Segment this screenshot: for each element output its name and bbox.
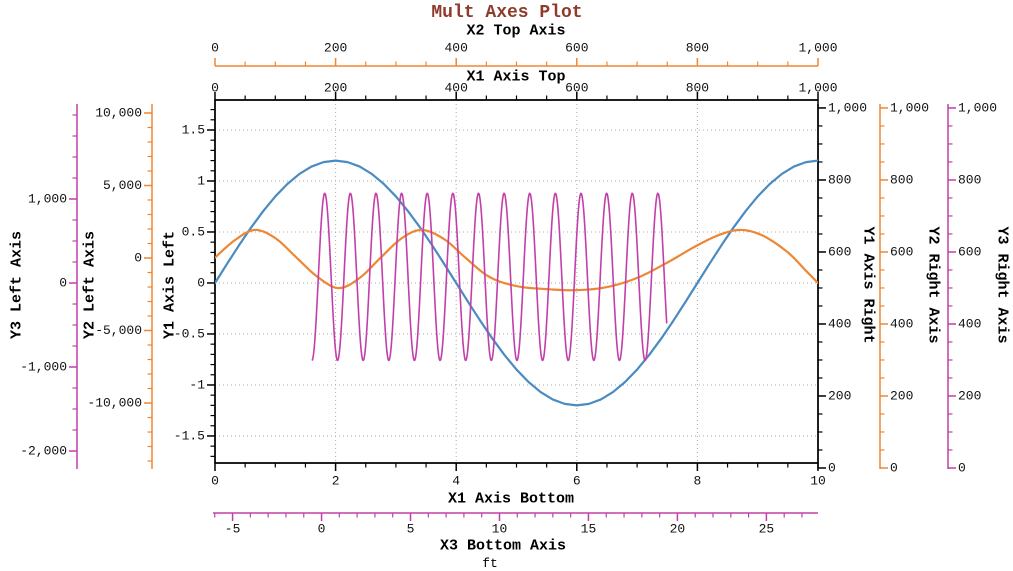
x2-top-tick-label: 800 xyxy=(686,41,709,56)
y1-right-axis-title: Y1 Axis Right xyxy=(859,226,877,344)
y2-right-tick-label: 200 xyxy=(890,388,913,403)
y2-left-tick-label: 0 xyxy=(134,251,142,266)
y1-right-tick-label: 200 xyxy=(828,388,851,403)
y1-left-tick-label: 1.5 xyxy=(182,122,205,137)
y1-left-tick-label: -1 xyxy=(189,377,205,392)
x3-bottom-tick-label: 10 xyxy=(492,522,508,537)
x3-bottom-tick-label: 20 xyxy=(670,522,686,537)
x3-bottom-tick-label: 15 xyxy=(581,522,597,537)
x2-top-tick-label: 1,000 xyxy=(798,41,837,56)
y2-right-tick-label: 0 xyxy=(890,460,898,475)
y3-right-tick-label: 600 xyxy=(958,244,981,259)
y1-left-tick-label: 0.5 xyxy=(182,224,205,239)
x1-top-axis-title: X1 Axis Top xyxy=(466,68,566,86)
x1-top-tick-label: 400 xyxy=(444,81,467,96)
y3-right-tick-label: 1,000 xyxy=(958,100,997,115)
y2-left-tick-label: 10,000 xyxy=(95,105,142,120)
y3-left-tick-label: -2,000 xyxy=(20,444,67,459)
y3-right-tick-label: 400 xyxy=(958,316,981,331)
x1-bottom-tick-label: 2 xyxy=(332,474,340,489)
x3-bottom-tick-label: 0 xyxy=(318,522,326,537)
y2-series-curve xyxy=(215,228,818,292)
x1-bottom-tick-label: 10 xyxy=(810,474,826,489)
x1-top-tick-label: 200 xyxy=(324,81,347,96)
y2-left-tick-label: 5,000 xyxy=(103,178,142,193)
y2-left-tick-label: -5,000 xyxy=(95,323,142,338)
y1-right-tick-label: 1,000 xyxy=(828,100,867,115)
y2-right-tick-label: 800 xyxy=(890,172,913,187)
y3-series-curve xyxy=(311,192,668,362)
y3-left-tick-label: 1,000 xyxy=(28,192,67,207)
x1-bottom-axis-title: X1 Axis Bottom xyxy=(447,490,575,508)
y2-left-axis-title: Y2 Left Axis xyxy=(81,230,99,340)
y1-right-tick-label: 600 xyxy=(828,244,851,259)
x2-top-tick-label: 600 xyxy=(565,41,588,56)
y3-left-tick-label: 0 xyxy=(59,276,67,291)
y2-right-tick-label: 400 xyxy=(890,316,913,331)
y2-left-tick-label: -10,000 xyxy=(87,396,142,411)
x1-bottom-tick-label: 0 xyxy=(211,474,219,489)
plot-frame xyxy=(214,99,819,464)
y1-right-tick-label: 400 xyxy=(828,316,851,331)
x2-top-tick-label: 200 xyxy=(324,41,347,56)
y1-right-tick-label: 800 xyxy=(828,172,851,187)
x3-bottom-tick-label: 5 xyxy=(407,522,415,537)
x1-top-tick-label: 800 xyxy=(686,81,709,96)
x2-top-tick-label: 400 xyxy=(444,41,467,56)
y3-right-tick-label: 800 xyxy=(958,172,981,187)
y3-right-tick-label: 200 xyxy=(958,388,981,403)
chart-title: Mult Axes Plot xyxy=(431,3,583,23)
y1-left-tick-label: -0.5 xyxy=(174,326,205,341)
y1-left-tick-label: -1.5 xyxy=(174,428,205,443)
y3-left-tick-label: -1,000 xyxy=(20,360,67,375)
y3-right-axis-title: Y3 Right Axis xyxy=(993,226,1011,344)
x1-bottom-tick-label: 8 xyxy=(693,474,701,489)
clipped-bottom-label: ft xyxy=(482,556,498,571)
x3-bottom-axis-title: X3 Bottom Axis xyxy=(439,537,567,555)
y1-left-tick-label: 0 xyxy=(197,275,205,290)
y1-right-tick-label: 0 xyxy=(828,460,836,475)
x3-bottom-tick-label: 25 xyxy=(759,522,775,537)
x3-bottom-tick-label: -5 xyxy=(225,522,241,537)
x1-top-tick-label: 0 xyxy=(211,81,219,96)
y3-right-tick-label: 0 xyxy=(958,460,966,475)
x1-bottom-tick-label: 6 xyxy=(573,474,581,489)
y2-right-tick-label: 1,000 xyxy=(890,100,929,115)
x1-top-tick-label: 600 xyxy=(565,81,588,96)
x2-top-axis-title: X2 Top Axis xyxy=(466,22,566,40)
y2-right-axis-title: Y2 Right Axis xyxy=(924,226,942,344)
x1-bottom-tick-label: 4 xyxy=(452,474,460,489)
y1-series-curve xyxy=(215,159,818,407)
x1-top-tick-label: 1,000 xyxy=(798,81,837,96)
y1-left-tick-label: 1 xyxy=(197,173,205,188)
y1-left-axis-title: Y1 Axis Left xyxy=(161,230,179,340)
y3-left-axis-title: Y3 Left Axis xyxy=(8,230,26,340)
x2-top-tick-label: 0 xyxy=(211,41,219,56)
y2-right-tick-label: 600 xyxy=(890,244,913,259)
